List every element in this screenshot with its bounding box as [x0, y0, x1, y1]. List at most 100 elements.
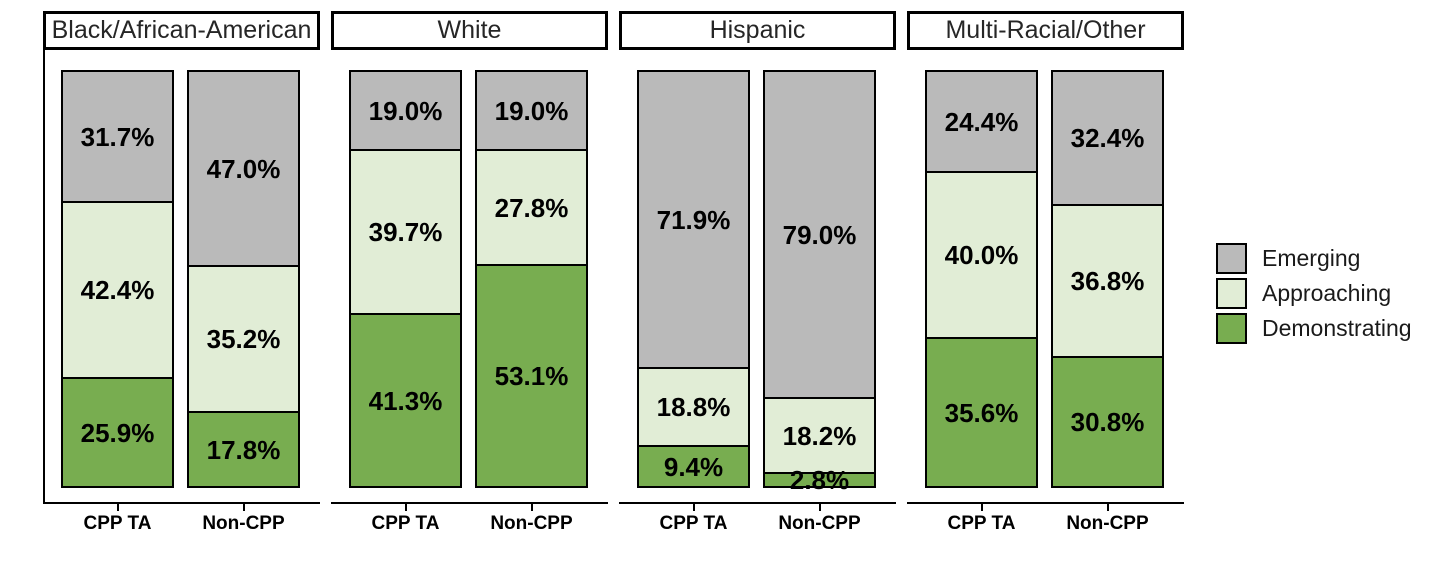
- bar-segment-emerging: 71.9%: [639, 72, 748, 369]
- segment-value-label: 24.4%: [944, 106, 1019, 137]
- segment-value-label: 41.3%: [368, 385, 443, 416]
- facet-panel: Hispanic 71.9% 18.8% 9.4% CPP TA 79.0% 18.2% 2.…: [619, 0, 896, 576]
- x-axis-tick-label: CPP TA: [83, 513, 152, 534]
- y-axis-spine: [43, 50, 45, 504]
- x-axis-tick-label: Non-CPP: [1066, 513, 1149, 534]
- segment-value-label: 17.8%: [206, 434, 281, 465]
- bar-segment-emerging: 24.4%: [927, 72, 1036, 173]
- x-axis-tick-label: Non-CPP: [778, 513, 861, 534]
- x-axis-line: [619, 502, 896, 504]
- stacked-bar: 19.0% 27.8% 53.1%: [475, 70, 588, 488]
- bar-segment-emerging: 47.0%: [189, 72, 298, 267]
- legend-swatch-approaching: [1216, 278, 1247, 309]
- stacked-bar: 24.4% 40.0% 35.6%: [925, 70, 1038, 488]
- segment-value-label: 32.4%: [1070, 123, 1145, 153]
- segment-value-label: 79.0%: [782, 219, 857, 250]
- facet-header: Black/African-American: [43, 11, 320, 50]
- bar-segment-emerging: 19.0%: [477, 72, 586, 151]
- segment-value-label: 19.0%: [368, 95, 443, 126]
- stacked-bar: 31.7% 42.4% 25.9%: [61, 70, 174, 488]
- segment-value-label: 35.2%: [206, 324, 281, 354]
- bar-segment-demonstrating: 41.3%: [351, 315, 460, 486]
- x-axis-tick: [1106, 504, 1109, 511]
- x-axis-tick-label: Non-CPP: [202, 513, 285, 534]
- x-axis-tick: [818, 504, 821, 511]
- segment-value-label: 27.8%: [494, 192, 569, 223]
- x-axis-line: [907, 502, 1184, 504]
- facet-panel: Multi-Racial/Other 24.4% 40.0% 35.6% CPP TA 3…: [907, 0, 1184, 576]
- x-axis-tick: [242, 504, 245, 511]
- bar-segment-demonstrating: 30.8%: [1053, 358, 1162, 486]
- segment-value-label: 9.4%: [663, 451, 724, 482]
- facet-title: White: [437, 16, 502, 44]
- bar-segment-emerging: 79.0%: [765, 72, 874, 399]
- segment-value-label: 30.8%: [1070, 407, 1145, 437]
- bar-segment-demonstrating: 17.8%: [189, 413, 298, 486]
- legend-swatch-demonstrating: [1216, 313, 1247, 344]
- bar-segment-demonstrating: 53.1%: [477, 266, 586, 486]
- facet-header: Multi-Racial/Other: [907, 11, 1184, 50]
- legend-row: Approaching: [1216, 278, 1412, 309]
- bar-segment-demonstrating: 2.8%: [765, 467, 874, 493]
- legend-row: Demonstrating: [1216, 313, 1412, 344]
- bar-segment-approaching: 18.2%: [765, 399, 874, 474]
- bar-segment-demonstrating: 25.9%: [63, 379, 172, 486]
- facet-panel: Black/African-American 31.7% 42.4% 25.9% CPP…: [43, 0, 320, 576]
- segment-value-label: 47.0%: [206, 153, 281, 184]
- bar-segment-approaching: 27.8%: [477, 151, 586, 266]
- segment-value-label: 18.8%: [656, 392, 731, 422]
- legend-label: Emerging: [1262, 245, 1361, 271]
- segment-value-label: 39.7%: [368, 217, 443, 247]
- x-axis-tick-label: CPP TA: [371, 513, 440, 534]
- segment-value-label: 31.7%: [80, 121, 155, 152]
- segment-value-label: 40.0%: [944, 240, 1019, 270]
- segment-value-label: 2.8%: [789, 465, 850, 495]
- segment-value-label: 36.8%: [1070, 266, 1145, 296]
- bar-segment-approaching: 40.0%: [927, 173, 1036, 339]
- facet-title: Hispanic: [709, 16, 806, 44]
- bar-segment-demonstrating: 35.6%: [927, 339, 1036, 486]
- bar-segment-demonstrating: 9.4%: [639, 447, 748, 486]
- facet-title: Multi-Racial/Other: [945, 16, 1146, 44]
- bar-segment-emerging: 19.0%: [351, 72, 460, 151]
- facet-panel: White 19.0% 39.7% 41.3% CPP TA 19.0% 27.8% 53.1…: [331, 0, 608, 576]
- segment-value-label: 25.9%: [80, 417, 155, 448]
- stacked-bar: 32.4% 36.8% 30.8%: [1051, 70, 1164, 488]
- x-axis-tick-label: Non-CPP: [490, 513, 573, 534]
- x-axis-tick: [530, 504, 533, 511]
- segment-value-label: 35.6%: [944, 397, 1019, 428]
- x-axis-tick-label: CPP TA: [947, 513, 1016, 534]
- bar-segment-approaching: 18.8%: [639, 369, 748, 447]
- bar-segment-approaching: 39.7%: [351, 151, 460, 315]
- bar-segment-emerging: 31.7%: [63, 72, 172, 203]
- x-axis-tick-label: CPP TA: [659, 513, 728, 534]
- segment-value-label: 53.1%: [494, 361, 569, 391]
- stacked-bar: 47.0% 35.2% 17.8%: [187, 70, 300, 488]
- facet-header: Hispanic: [619, 11, 896, 50]
- legend-row: Emerging: [1216, 243, 1412, 274]
- x-axis-tick: [980, 504, 983, 511]
- facet-header: White: [331, 11, 608, 50]
- segment-value-label: 42.4%: [80, 275, 155, 305]
- segment-value-label: 71.9%: [656, 204, 731, 235]
- x-axis-tick: [116, 504, 119, 511]
- stacked-bar: 79.0% 18.2% 2.8%: [763, 70, 876, 493]
- segment-value-label: 18.2%: [782, 420, 857, 451]
- segment-value-label: 19.0%: [494, 95, 569, 126]
- x-axis-tick: [692, 504, 695, 511]
- bar-segment-approaching: 35.2%: [189, 267, 298, 413]
- x-axis-line: [43, 502, 320, 504]
- legend-label: Approaching: [1262, 280, 1392, 306]
- bar-segment-approaching: 36.8%: [1053, 206, 1162, 358]
- stacked-bar: 19.0% 39.7% 41.3%: [349, 70, 462, 488]
- stacked-bar: 71.9% 18.8% 9.4%: [637, 70, 750, 488]
- legend-swatch-emerging: [1216, 243, 1247, 274]
- legend-label: Demonstrating: [1262, 315, 1412, 341]
- x-axis-tick: [404, 504, 407, 511]
- legend: Emerging Approaching Demonstrating: [1216, 243, 1412, 348]
- bar-segment-approaching: 42.4%: [63, 203, 172, 379]
- facet-title: Black/African-American: [51, 16, 312, 44]
- bar-segment-emerging: 32.4%: [1053, 72, 1162, 206]
- x-axis-line: [331, 502, 608, 504]
